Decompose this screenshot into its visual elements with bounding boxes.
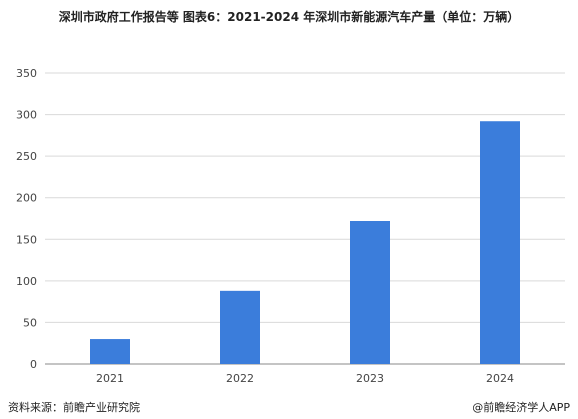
y-tick-label: 150 (16, 233, 37, 246)
chart-title: 深圳市政府工作报告等 图表6：2021-2024 年深圳市新能源汽车产量（单位：… (58, 10, 520, 24)
y-axis-ticks: 0 50 100 150 200 250 300 350 (16, 67, 37, 371)
y-tick-label: 300 (16, 109, 37, 122)
y-tick-label: 100 (16, 275, 37, 288)
source-note: 资料来源：前瞻产业研究院 (8, 401, 140, 414)
y-tick-label: 250 (16, 150, 37, 163)
x-tick-label: 2022 (226, 372, 254, 385)
bar-2023 (350, 220, 390, 364)
bar-2021 (90, 339, 130, 364)
brand-watermark: @前瞻经济学人APP (472, 401, 570, 414)
bar-2024 (480, 121, 520, 364)
bar-2022 (220, 290, 260, 364)
bars (90, 121, 520, 364)
x-axis-ticks: 2021 2022 2023 2024 (96, 372, 514, 385)
gridlines (45, 72, 565, 365)
y-tick-label: 0 (30, 358, 37, 371)
x-tick-label: 2021 (96, 372, 124, 385)
x-tick-label: 2024 (486, 372, 514, 385)
y-tick-label: 50 (23, 316, 37, 329)
y-tick-label: 350 (16, 67, 37, 80)
y-tick-label: 200 (16, 192, 37, 205)
x-tick-label: 2023 (356, 372, 384, 385)
